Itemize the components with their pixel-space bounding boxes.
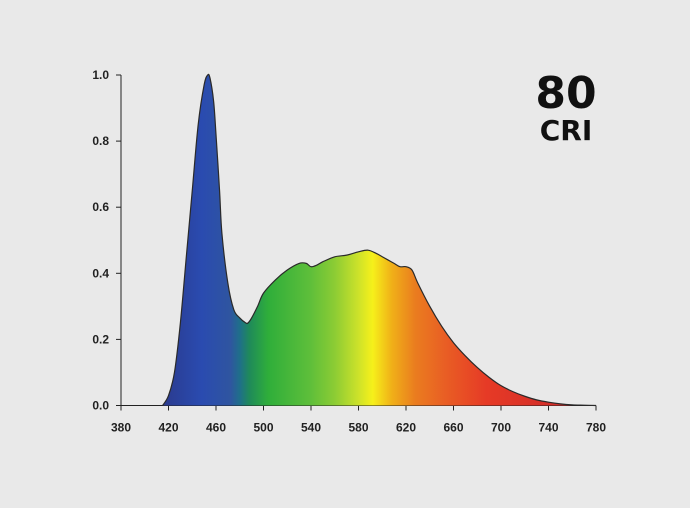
y-tick-label: 0.8: [92, 134, 109, 148]
chart-ticks: 380 420 460 500 540 580 620 660 700 740 780 0.0 0.2 0…: [92, 68, 606, 435]
cri-value: 80: [535, 68, 596, 119]
x-tick-label: 460: [206, 421, 226, 435]
x-tick-label: 740: [538, 421, 558, 435]
x-tick-label: 660: [443, 421, 463, 435]
y-tick-label: 0.4: [92, 266, 109, 280]
y-tick-label: 0.0: [92, 399, 109, 413]
plot-area: [162, 73, 597, 407]
y-tick-label: 0.6: [92, 200, 109, 214]
x-tick-label: 380: [111, 421, 131, 435]
cri-label: CRI: [540, 114, 593, 147]
spectrum-outline: [162, 73, 597, 407]
x-tick-label: 500: [253, 421, 273, 435]
x-tick-label: 780: [586, 421, 606, 435]
x-tick-label: 420: [158, 421, 178, 435]
x-tick-label: 620: [396, 421, 416, 435]
y-tick-label: 0.2: [92, 332, 109, 346]
x-tick-label: 580: [348, 421, 368, 435]
cri-badge: 80 CRI: [535, 68, 596, 147]
x-tick-label: 700: [491, 421, 511, 435]
spectrum-area: [162, 74, 596, 406]
x-tick-label: 540: [301, 421, 321, 435]
y-tick-label: 1.0: [92, 68, 109, 82]
